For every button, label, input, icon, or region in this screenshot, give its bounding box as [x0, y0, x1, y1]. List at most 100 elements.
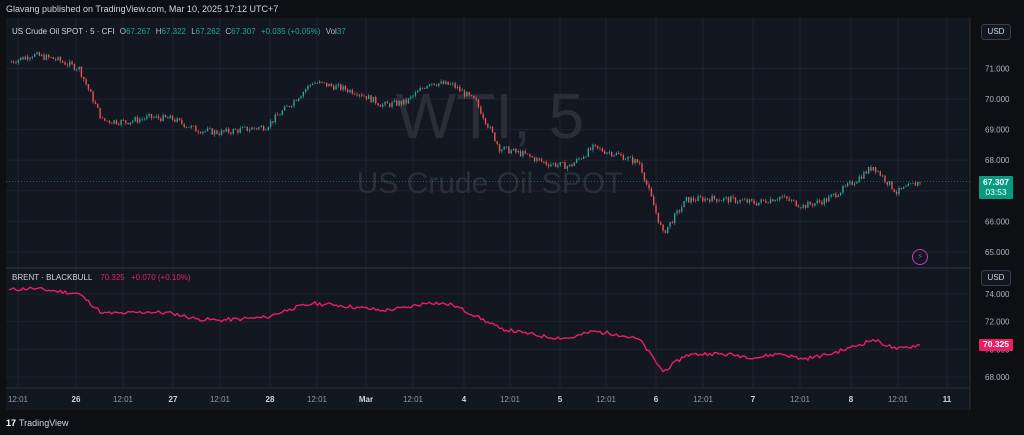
time-tick-label: 12:01 — [113, 395, 134, 404]
candle-body — [452, 83, 454, 85]
candle-body — [835, 193, 837, 198]
candle-body — [311, 83, 314, 85]
time-tick-label: Mar — [359, 395, 373, 404]
candle-body — [304, 89, 307, 92]
candle-body — [849, 181, 851, 184]
candle-body — [627, 157, 629, 160]
candle-body — [907, 183, 910, 187]
candle-body — [323, 82, 326, 84]
candle-body — [496, 141, 498, 145]
candle-body — [650, 188, 653, 197]
candle-body — [398, 101, 400, 106]
candle-body — [902, 186, 905, 189]
candle-body — [269, 121, 272, 128]
candle-body — [307, 85, 309, 90]
candle-body — [772, 199, 774, 202]
candle-body — [258, 126, 260, 130]
currency-button-wti[interactable]: USD — [981, 24, 1011, 40]
candle-body — [410, 96, 412, 99]
candle-body — [713, 195, 716, 199]
candle-body — [774, 200, 776, 202]
candle-body — [178, 118, 181, 120]
candle-body — [575, 158, 578, 163]
price-tick-label: 74.000 — [985, 290, 1010, 299]
candle-body — [620, 154, 622, 156]
candle-body — [669, 222, 671, 227]
candle-body — [459, 86, 461, 92]
open-label: O — [119, 27, 127, 36]
candle-body — [690, 197, 692, 203]
candle-body — [332, 85, 335, 90]
candle-body — [127, 122, 129, 125]
candle-body — [914, 182, 917, 186]
candle-body — [470, 95, 473, 96]
candle-body — [400, 101, 403, 105]
open-value: 67.267 — [126, 27, 151, 36]
wti-price-axis[interactable]: 71.00070.00069.00068.00067.00066.00065.0… — [985, 64, 1010, 256]
candle-body — [134, 117, 136, 121]
candle-body — [220, 130, 223, 135]
candle-body — [330, 83, 333, 86]
candle-body — [765, 200, 767, 203]
candle-body — [624, 159, 627, 160]
candle-body — [526, 153, 529, 155]
candle-body — [776, 199, 779, 201]
candle-body — [631, 157, 634, 164]
candle-body — [657, 212, 660, 223]
candle-body — [358, 94, 361, 96]
candle-body — [494, 132, 496, 142]
candle-body — [59, 57, 62, 62]
candle-body — [73, 64, 76, 70]
candle-body — [118, 123, 120, 125]
candle-body — [828, 196, 830, 202]
candle-body — [272, 121, 274, 123]
candle-body — [22, 57, 24, 60]
candle-body — [795, 200, 797, 207]
candle-body — [867, 167, 870, 174]
candle-body — [76, 69, 78, 71]
candle-body — [844, 185, 846, 187]
time-axis[interactable]: 12:01 26 12:01 27 12:01 28 12:01 Mar 12:01 4 12:01… — [8, 395, 952, 404]
low-label: L — [191, 27, 196, 36]
low-value: 67.262 — [195, 27, 221, 36]
candle-body — [454, 83, 456, 88]
candle-body — [99, 107, 101, 119]
candle-body — [104, 118, 106, 121]
candle-body — [912, 182, 914, 184]
candle-body — [230, 132, 232, 134]
candle-body — [141, 119, 143, 120]
candle-body — [87, 84, 90, 90]
close-value: 67.307 — [231, 27, 256, 36]
brent-symbol[interactable]: BRENT · BLACKBULL — [12, 273, 93, 282]
candle-body — [428, 84, 431, 86]
candle-body — [246, 126, 248, 131]
candle-body — [339, 84, 342, 90]
candle-body — [881, 175, 884, 177]
candle-body — [351, 89, 354, 94]
candle-body — [816, 200, 818, 204]
candle-body — [171, 115, 174, 120]
candle-body — [725, 197, 727, 199]
candle-body — [347, 89, 349, 93]
candle-body — [648, 184, 650, 189]
candle-body — [206, 128, 209, 131]
high-value: 67.322 — [161, 27, 186, 36]
footer-brand-label: TradingView — [19, 418, 69, 428]
candle-body — [879, 171, 881, 176]
currency-button-brent[interactable]: USD — [981, 270, 1011, 286]
lightning-icon[interactable]: ⚡ — [912, 249, 928, 265]
candle-body — [746, 199, 748, 203]
candle-body — [543, 161, 545, 162]
candle-body — [188, 126, 190, 128]
candle-body — [821, 201, 823, 205]
candle-body — [919, 182, 921, 184]
candle-body — [615, 153, 618, 156]
candle-body — [78, 66, 80, 70]
candle-body — [916, 182, 919, 186]
wti-symbol[interactable]: US Crude Oil SPOT · 5 · CFI — [12, 27, 115, 36]
candle-body — [440, 81, 442, 84]
candle-body — [248, 129, 251, 131]
change-value: +0.035 (+0.05%) — [260, 27, 321, 36]
